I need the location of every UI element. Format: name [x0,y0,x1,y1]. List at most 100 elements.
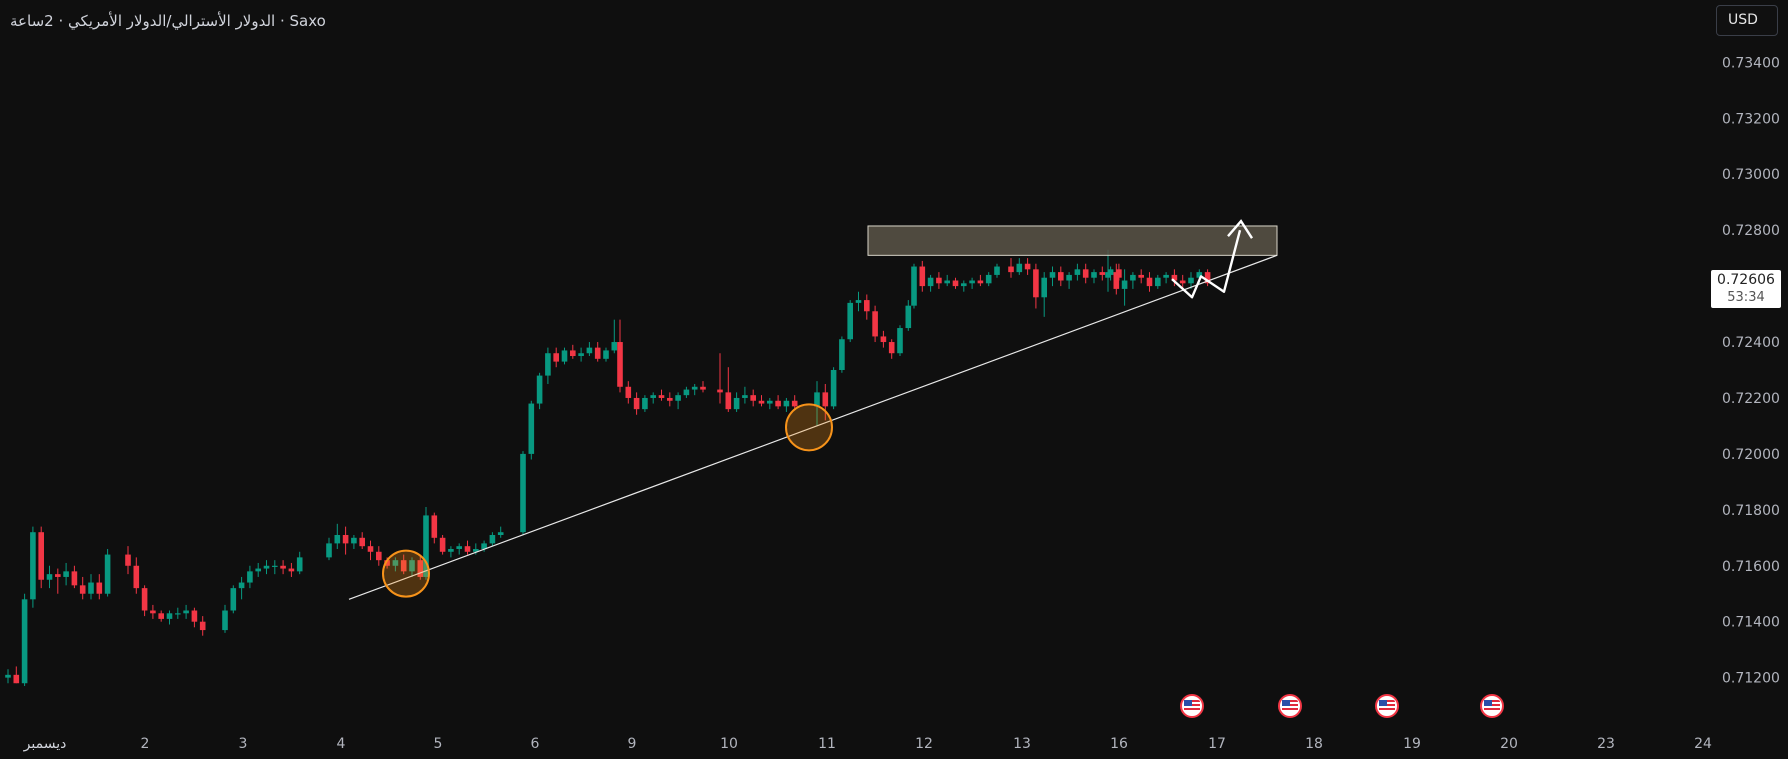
candle[interactable] [1163,272,1169,284]
candle[interactable] [21,593,28,687]
candle[interactable] [150,604,156,619]
candle[interactable] [448,546,454,558]
candle[interactable] [1049,266,1056,287]
candle[interactable] [969,277,975,289]
candle[interactable] [658,389,665,401]
trend-line[interactable] [348,254,1278,600]
candle[interactable] [691,383,698,396]
candle[interactable] [326,537,332,561]
candle[interactable] [675,392,681,410]
resistance-zone[interactable] [867,225,1278,256]
candle[interactable] [855,291,862,312]
candle[interactable] [700,381,706,393]
candle[interactable] [38,526,44,589]
candle[interactable] [880,330,887,348]
candle[interactable] [936,272,942,289]
candle[interactable] [944,274,950,287]
candle[interactable] [497,526,504,538]
candle[interactable] [222,604,228,633]
candle[interactable] [927,274,934,292]
candle[interactable] [1041,272,1047,317]
candle[interactable] [617,319,623,393]
candle[interactable] [536,372,543,410]
candle[interactable] [1008,258,1014,278]
candle[interactable] [439,535,446,555]
candle[interactable] [230,585,237,614]
us-flag-icon[interactable] [1375,694,1399,718]
candle[interactable] [63,562,69,586]
candle[interactable] [1121,269,1128,306]
candle[interactable] [1033,263,1039,309]
candle[interactable] [642,395,648,412]
candle[interactable] [625,381,632,404]
candle[interactable] [409,557,415,577]
candle[interactable] [520,451,526,535]
candle[interactable] [96,574,103,600]
candle[interactable] [742,386,748,404]
candle[interactable] [263,560,270,575]
us-flag-icon[interactable] [1278,694,1302,718]
candle[interactable] [238,576,245,600]
candle[interactable] [5,669,11,684]
candle[interactable] [255,562,261,577]
candle[interactable] [1204,269,1211,287]
candle[interactable] [839,336,845,373]
candle[interactable] [791,395,798,410]
candle[interactable] [683,386,690,398]
candle[interactable] [376,546,382,566]
candle[interactable] [1099,266,1106,281]
candle[interactable] [88,574,94,600]
candle[interactable] [247,565,253,589]
candle[interactable] [104,548,111,597]
candle[interactable] [392,557,399,572]
candle[interactable] [288,562,295,577]
candle[interactable] [367,540,374,561]
candle[interactable] [141,585,148,617]
candle[interactable] [985,272,992,287]
touch-circle[interactable] [382,549,430,598]
candle[interactable] [46,565,53,589]
candle[interactable] [650,392,656,404]
us-flag-icon[interactable] [1480,694,1504,718]
candle[interactable] [717,353,723,404]
candle[interactable] [464,540,471,555]
candle[interactable] [1074,263,1081,281]
candle[interactable] [183,604,189,619]
candle[interactable] [897,325,903,357]
candle[interactable] [994,263,1000,278]
candle[interactable] [199,616,206,636]
candle[interactable] [814,381,820,426]
candle[interactable] [79,576,86,600]
candle[interactable] [758,395,765,407]
candle[interactable] [733,392,740,412]
candle[interactable] [55,568,61,594]
candle[interactable] [578,347,584,362]
candle[interactable] [1113,263,1120,295]
candle[interactable] [334,523,341,549]
candle[interactable] [919,260,926,292]
projection-path[interactable] [1171,229,1242,299]
candle[interactable] [1130,272,1136,289]
candle[interactable] [594,342,601,362]
candle[interactable] [191,607,198,628]
candle[interactable] [30,526,36,608]
candle[interactable] [611,319,618,354]
candle[interactable] [822,383,829,421]
candle[interactable] [133,557,140,594]
price-axis[interactable]: 0.734000.732000.730000.728000.726000.724… [1722,55,1780,686]
candle[interactable] [1024,258,1031,275]
symbol-title[interactable]: Saxo · الدولار الأسترالي/الدولار الأمريك… [10,12,326,30]
candle[interactable] [400,554,407,575]
candle[interactable] [783,397,790,412]
candle[interactable] [1138,269,1144,284]
candle[interactable] [888,339,895,359]
candle[interactable] [528,400,535,460]
time-axis[interactable]: ديسمبر 2 3 4 5 6 9 10 11 12 13 16 17 18 19 20 23 24 [23,736,1712,752]
candle[interactable] [905,300,912,331]
candle[interactable] [125,546,131,575]
candle[interactable] [775,395,781,410]
candle[interactable] [977,274,984,287]
candle[interactable] [1146,272,1153,292]
candle[interactable] [1091,269,1097,284]
